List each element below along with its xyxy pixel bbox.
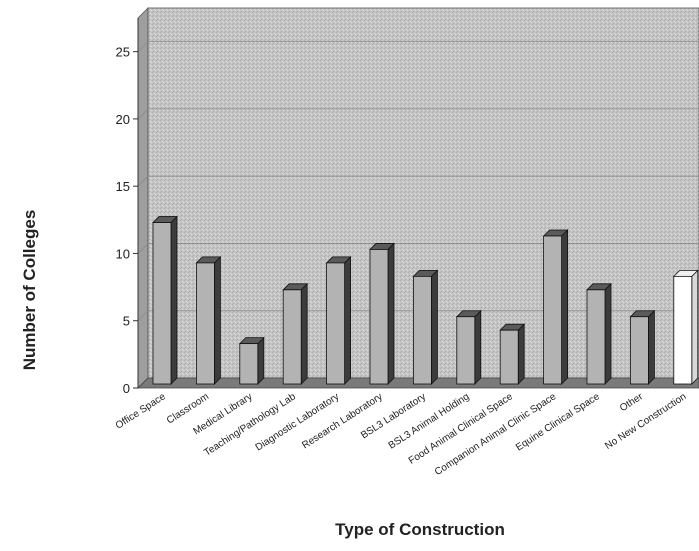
bar-side — [213, 255, 221, 385]
gridline-side — [137, 41, 149, 52]
x-axis-title: Type of Construction — [335, 520, 505, 539]
y-axis-title: Number of Colleges — [20, 209, 39, 371]
bar-side — [648, 309, 655, 385]
x-tick-label: No New Construction — [603, 391, 688, 452]
bar-side — [604, 282, 612, 385]
bar-side — [170, 215, 178, 385]
bar-side — [474, 309, 482, 385]
gridline-side — [137, 108, 149, 120]
y-tick-label: 15 — [116, 179, 130, 194]
bar — [326, 262, 346, 385]
y-tick-label: 5 — [123, 314, 130, 329]
bar — [630, 316, 649, 385]
y-tick-label: 10 — [116, 246, 130, 261]
bar-side — [257, 336, 265, 385]
bar — [499, 329, 519, 385]
y-tick-label: 25 — [116, 45, 130, 60]
y-tick-label: 20 — [116, 112, 130, 127]
y-axis-title-box: Number of Colleges — [10, 190, 50, 390]
bar — [543, 235, 562, 385]
bar — [586, 289, 606, 385]
bar-side — [691, 269, 699, 385]
bar — [369, 249, 389, 385]
x-tick-label: Research Laboratory — [300, 391, 384, 451]
bar — [152, 222, 172, 385]
gridline-side — [137, 310, 149, 322]
y-tick-label: 0 — [123, 381, 130, 396]
bar-side — [344, 255, 352, 385]
bar — [673, 275, 693, 385]
bar — [282, 289, 302, 385]
bar-side — [387, 242, 395, 385]
bar-side — [430, 269, 438, 385]
bar — [239, 343, 259, 385]
x-tick-label: Office Space — [114, 391, 168, 432]
bar — [412, 275, 432, 385]
bar — [195, 262, 215, 385]
x-tick-label: Other — [618, 391, 646, 414]
bar-side — [561, 229, 568, 385]
gridline-side — [137, 175, 149, 187]
bar-side — [517, 323, 525, 385]
bar — [456, 316, 476, 385]
side-wall — [137, 7, 149, 389]
bar-side — [300, 282, 308, 385]
gridline-side — [137, 243, 149, 254]
